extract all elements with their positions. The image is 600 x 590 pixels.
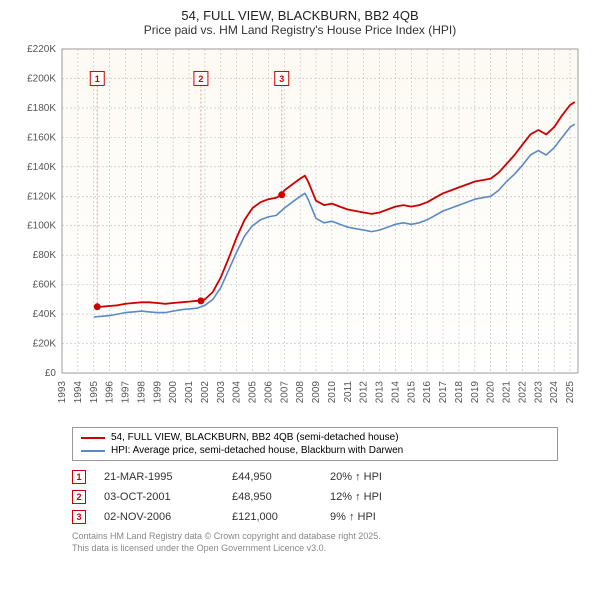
sale-price: £121,000 (232, 511, 312, 523)
page-title: 54, FULL VIEW, BLACKBURN, BB2 4QB (12, 8, 588, 23)
price-chart: £0 £20K £40K £60K £80K £100K £120K £140K £160K £1… (12, 43, 588, 423)
sale-date: 21-MAR-1995 (104, 471, 214, 483)
svg-text:2015: 2015 (406, 381, 417, 404)
sales-row: 1 21-MAR-1995 £44,950 20% ↑ HPI (72, 467, 558, 487)
svg-text:£120K: £120K (27, 191, 56, 202)
svg-text:2016: 2016 (422, 381, 433, 404)
svg-text:£80K: £80K (33, 250, 57, 261)
sales-row: 3 02-NOV-2006 £121,000 9% ↑ HPI (72, 507, 558, 527)
legend-item: HPI: Average price, semi-detached house,… (81, 444, 549, 457)
svg-text:1995: 1995 (89, 381, 100, 404)
sale-price: £44,950 (232, 471, 312, 483)
sale-price: £48,950 (232, 491, 312, 503)
chart-svg: £0 £20K £40K £60K £80K £100K £120K £140K £160K £1… (12, 43, 588, 423)
svg-text:£180K: £180K (27, 103, 56, 114)
svg-text:2018: 2018 (454, 381, 465, 404)
svg-text:£40K: £40K (33, 309, 57, 320)
svg-text:2011: 2011 (343, 381, 354, 403)
svg-text:1998: 1998 (136, 381, 147, 404)
sale-marker-number: 3 (72, 510, 86, 524)
sale-pct-vs-hpi: 20% ↑ HPI (330, 471, 430, 483)
svg-text:£100K: £100K (27, 221, 56, 232)
attribution-line: This data is licensed under the Open Gov… (72, 543, 558, 555)
svg-text:£200K: £200K (27, 73, 56, 84)
svg-text:2000: 2000 (168, 381, 179, 404)
attribution-line: Contains HM Land Registry data © Crown c… (72, 531, 558, 543)
legend-label: HPI: Average price, semi-detached house,… (111, 445, 403, 456)
legend: 54, FULL VIEW, BLACKBURN, BB2 4QB (semi-… (72, 427, 558, 461)
svg-text:2020: 2020 (486, 381, 497, 404)
legend-item: 54, FULL VIEW, BLACKBURN, BB2 4QB (semi-… (81, 431, 549, 444)
svg-text:2019: 2019 (470, 381, 481, 404)
svg-text:2006: 2006 (263, 381, 274, 404)
sale-date: 03-OCT-2001 (104, 491, 214, 503)
sale-pct-vs-hpi: 9% ↑ HPI (330, 511, 430, 523)
svg-text:1999: 1999 (152, 381, 163, 404)
svg-text:2014: 2014 (390, 381, 401, 404)
svg-text:1994: 1994 (73, 381, 84, 404)
svg-text:2010: 2010 (327, 381, 338, 404)
svg-text:2024: 2024 (549, 381, 560, 404)
attribution: Contains HM Land Registry data © Crown c… (72, 531, 558, 554)
svg-text:2001: 2001 (184, 381, 195, 404)
svg-text:2008: 2008 (295, 381, 306, 404)
svg-text:2021: 2021 (502, 381, 513, 404)
svg-text:1993: 1993 (57, 381, 68, 404)
svg-text:2002: 2002 (200, 381, 211, 404)
svg-text:2023: 2023 (533, 381, 544, 404)
svg-text:2007: 2007 (279, 381, 290, 404)
svg-text:1997: 1997 (121, 381, 132, 404)
svg-text:2022: 2022 (517, 381, 528, 404)
svg-text:2005: 2005 (248, 381, 259, 404)
svg-text:3: 3 (279, 74, 284, 84)
svg-text:2025: 2025 (565, 381, 576, 404)
sales-table: 1 21-MAR-1995 £44,950 20% ↑ HPI 2 03-OCT-2001… (72, 467, 558, 527)
svg-text:2009: 2009 (311, 381, 322, 404)
svg-text:£20K: £20K (33, 339, 57, 350)
sales-row: 2 03-OCT-2001 £48,950 12% ↑ HPI (72, 487, 558, 507)
svg-text:£140K: £140K (27, 162, 56, 173)
svg-text:1996: 1996 (105, 381, 116, 404)
svg-text:£60K: £60K (33, 280, 57, 291)
svg-text:2004: 2004 (232, 381, 243, 404)
sale-pct-vs-hpi: 12% ↑ HPI (330, 491, 430, 503)
legend-swatch (81, 450, 105, 452)
sale-marker-number: 1 (72, 470, 86, 484)
legend-swatch (81, 437, 105, 439)
svg-text:£220K: £220K (27, 44, 56, 55)
svg-text:2017: 2017 (438, 381, 449, 404)
svg-text:1: 1 (95, 74, 100, 84)
svg-text:2012: 2012 (359, 381, 370, 404)
svg-text:£160K: £160K (27, 132, 56, 143)
sale-date: 02-NOV-2006 (104, 511, 214, 523)
svg-text:2003: 2003 (216, 381, 227, 404)
svg-text:2013: 2013 (375, 381, 386, 404)
page-subtitle: Price paid vs. HM Land Registry's House … (12, 23, 588, 37)
legend-label: 54, FULL VIEW, BLACKBURN, BB2 4QB (semi-… (111, 432, 399, 443)
svg-text:£0: £0 (45, 368, 57, 379)
svg-text:2: 2 (198, 74, 203, 84)
sale-marker-number: 2 (72, 490, 86, 504)
